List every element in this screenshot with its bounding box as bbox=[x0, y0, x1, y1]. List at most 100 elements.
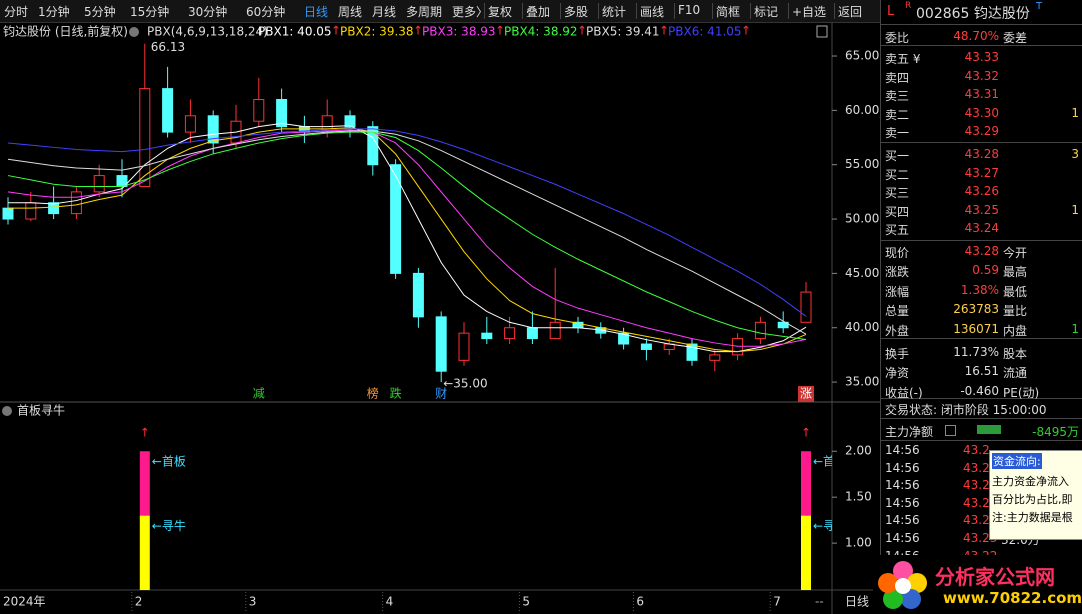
indicator-caption: PBX(4,6,9,13,18,24) bbox=[147, 25, 268, 39]
candle-body bbox=[207, 115, 219, 144]
row-label: 流通 bbox=[1003, 366, 1028, 381]
tool-divider bbox=[788, 3, 789, 19]
ma-line bbox=[8, 122, 807, 353]
tool-button[interactable]: 统计 bbox=[602, 5, 627, 19]
separator bbox=[881, 24, 1082, 25]
period-tab[interactable]: 60分钟 bbox=[246, 5, 286, 19]
row-value: 11.73% bbox=[953, 345, 999, 359]
signal-bar bbox=[801, 451, 811, 516]
tool-button[interactable]: 简框 bbox=[716, 5, 741, 19]
legend-entry: PBX1: 40.05 bbox=[258, 25, 332, 39]
signal-label: ←寻牛 bbox=[152, 518, 186, 533]
trade-price: 43.2 bbox=[963, 513, 990, 528]
timeline-end: -- bbox=[815, 595, 824, 609]
tooltip-title: 资金流向: bbox=[992, 453, 1042, 469]
period-tab[interactable]: 分时 bbox=[4, 5, 29, 19]
row-label: 今开 bbox=[1003, 246, 1028, 260]
month-label: 2024年 bbox=[3, 595, 46, 609]
list-icon[interactable] bbox=[945, 425, 956, 436]
row-label: 内盘 bbox=[1003, 323, 1028, 338]
candle-body bbox=[2, 207, 14, 220]
month-label: 5 bbox=[522, 595, 530, 609]
candle-body bbox=[504, 327, 516, 340]
trade-time: 14:56 bbox=[885, 513, 920, 528]
row-label: PE(动) bbox=[1003, 385, 1040, 400]
trade-time: 14:56 bbox=[885, 495, 920, 510]
row-label: 股本 bbox=[1003, 347, 1028, 361]
tooltip: 资金流向: 主力资金净流入 百分比为占比,即 注:主力数据是根 bbox=[989, 450, 1082, 540]
tool-button[interactable]: F10 bbox=[678, 3, 701, 17]
tool-button[interactable]: 标记 bbox=[754, 5, 779, 19]
period-tab[interactable]: 30分钟 bbox=[188, 5, 228, 19]
period-tab[interactable]: 更多〉 bbox=[452, 5, 489, 19]
row-value: 263783 bbox=[953, 302, 999, 317]
legend-entry: PBX2: 39.38 bbox=[340, 25, 414, 39]
row-value: 43.25 bbox=[964, 202, 999, 217]
y-tick-label: 65.00 bbox=[845, 49, 879, 63]
tool-divider bbox=[522, 3, 523, 19]
period-tab[interactable]: 周线 bbox=[338, 5, 363, 19]
row-value: 43.26 bbox=[964, 184, 999, 199]
legend-arrow: ↑ bbox=[331, 24, 341, 38]
period-tab[interactable]: 1分钟 bbox=[38, 5, 70, 19]
period-tab[interactable]: 5分钟 bbox=[84, 5, 116, 19]
row-label: 委差 bbox=[1003, 31, 1028, 45]
candle-body bbox=[184, 115, 196, 133]
candle-body bbox=[344, 115, 356, 128]
row-label: 买三 bbox=[885, 186, 910, 201]
row-label: 卖二 bbox=[885, 107, 910, 122]
quote-panel: L R 002865 钧达股份 T 交易状态: 闭市阶段 15:00:00 主力… bbox=[873, 0, 1082, 614]
row-value: 43.31 bbox=[964, 87, 999, 102]
signal-bar bbox=[801, 515, 811, 590]
month-label: 4 bbox=[386, 595, 394, 609]
watermark-name: 分析家公式网 bbox=[935, 565, 1055, 589]
trade-time: 14:56 bbox=[885, 460, 920, 475]
row-label: 委比 bbox=[885, 31, 910, 45]
tool-button[interactable]: 多股 bbox=[564, 5, 589, 19]
separator bbox=[881, 440, 1082, 441]
tool-button[interactable]: 画线 bbox=[640, 5, 665, 19]
row-value: -0.460 bbox=[960, 383, 999, 398]
trade-time: 14:56 bbox=[885, 478, 920, 493]
tool-button[interactable]: +自选 bbox=[792, 5, 827, 19]
period-tab[interactable]: 15分钟 bbox=[130, 5, 170, 19]
candle-body bbox=[435, 316, 447, 372]
period-tab[interactable]: 日线 bbox=[304, 5, 329, 19]
ma-line bbox=[7, 129, 807, 347]
row-label: 总量 bbox=[885, 304, 910, 319]
tool-divider bbox=[560, 3, 561, 19]
ma-line bbox=[7, 130, 807, 335]
y-tick-label: 60.00 bbox=[845, 103, 879, 117]
trade-price: 43.2 bbox=[963, 460, 990, 475]
timeline-period[interactable]: 日线 bbox=[845, 595, 869, 609]
candle-body bbox=[253, 98, 265, 122]
y-tick-label: 35.00 bbox=[845, 375, 879, 389]
y-tick-label: 55.00 bbox=[845, 157, 879, 171]
y-tick-label: 1.00 bbox=[845, 536, 872, 550]
legend-entry: PBX3: 38.93 bbox=[422, 25, 496, 39]
row-label: 买一 bbox=[885, 149, 910, 163]
main-net-value: -8495万 bbox=[1032, 425, 1079, 439]
tool-button[interactable]: 叠加 bbox=[526, 5, 551, 19]
trade-status: 交易状态: 闭市阶段 15:00:00 bbox=[885, 403, 1047, 417]
candle-body bbox=[48, 202, 60, 215]
period-tab[interactable]: 月线 bbox=[372, 5, 397, 19]
ma-line bbox=[8, 127, 807, 353]
tool-button[interactable]: 复权 bbox=[488, 5, 513, 19]
row-extra: 1 bbox=[1071, 321, 1079, 336]
menu-icon[interactable] bbox=[2, 406, 12, 416]
period-tab[interactable]: 多周期 bbox=[406, 5, 443, 19]
menu-icon[interactable] bbox=[129, 27, 139, 37]
trade-time: 14:56 bbox=[885, 531, 920, 545]
row-label: 卖一 bbox=[885, 126, 910, 141]
window-icon[interactable] bbox=[816, 25, 828, 38]
stock-caption: 钧达股份 (日线,前复权) bbox=[3, 24, 128, 39]
flow-bar bbox=[977, 425, 1001, 434]
candle-body bbox=[481, 332, 493, 340]
sub-title: 首板寻牛 bbox=[17, 403, 65, 418]
watermark: 分析家公式网 www.70822.com bbox=[873, 555, 1082, 614]
tool-divider bbox=[636, 3, 637, 19]
tool-button[interactable]: 返回 bbox=[838, 5, 863, 19]
row-label: 最高 bbox=[1003, 265, 1028, 280]
candle-body bbox=[390, 164, 402, 274]
